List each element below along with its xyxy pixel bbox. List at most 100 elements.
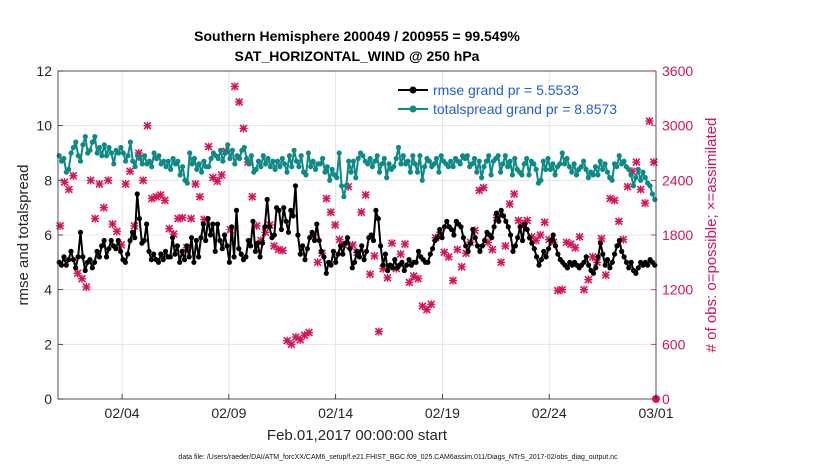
chart-subtitle: SAT_HORIZONTAL_WIND @ 250 hPa [235, 48, 480, 64]
series-point [158, 251, 164, 257]
series-point [612, 251, 618, 257]
series-point [334, 175, 340, 181]
series-point [635, 166, 641, 172]
obs-point [204, 142, 213, 151]
series-point [303, 172, 309, 178]
series-point [515, 235, 521, 241]
series-point [465, 248, 471, 254]
series-point [132, 235, 138, 241]
series-point [507, 158, 513, 164]
series-point [524, 226, 530, 233]
series-point [500, 161, 506, 167]
series-point [189, 161, 195, 167]
series-point [94, 150, 100, 156]
series-point [385, 267, 391, 274]
series-point [583, 254, 589, 260]
series-point [505, 224, 511, 230]
series-point [80, 142, 86, 148]
series-point [489, 235, 495, 241]
series-point [243, 254, 249, 260]
series-point [569, 169, 575, 175]
series-point [113, 246, 119, 252]
series-point [393, 155, 399, 162]
series-point [279, 155, 285, 162]
series-point [282, 161, 288, 167]
series-point [336, 150, 342, 156]
series-point [360, 153, 366, 159]
series-point [310, 158, 316, 164]
series-point [647, 183, 653, 189]
series-point [400, 153, 406, 159]
series-point [519, 237, 526, 244]
obs-point [108, 220, 117, 229]
x-axis-label: Feb.01,2017 00:00:00 start [267, 427, 448, 444]
obs-point [126, 167, 135, 176]
series-point [380, 262, 386, 268]
series-point [321, 254, 327, 260]
y-tick-label: 12 [36, 63, 52, 79]
series-point [181, 257, 188, 263]
y2-tick-label: 600 [662, 336, 686, 352]
series-point [167, 254, 173, 260]
series-point [231, 254, 237, 260]
series-point [75, 153, 81, 159]
series-point [127, 237, 133, 244]
obs-point [558, 285, 567, 294]
series-point [595, 172, 601, 178]
series-point [509, 172, 515, 178]
series-point [329, 166, 335, 172]
series-point [304, 246, 310, 252]
series-point [477, 248, 483, 254]
obs-point [510, 190, 519, 198]
series-point [474, 169, 480, 175]
totalspread-series [56, 134, 658, 203]
series-point [541, 248, 547, 254]
series-point [106, 144, 112, 151]
series-point [284, 169, 290, 175]
obs-point [649, 158, 658, 167]
series-point [512, 243, 519, 249]
series-point [433, 155, 440, 162]
series-point [214, 221, 221, 227]
series-point [522, 221, 528, 227]
series-point [160, 257, 166, 263]
series-point [431, 161, 437, 167]
obs-point [313, 258, 322, 267]
series-point [302, 257, 308, 263]
series-point [155, 259, 162, 265]
series-point [236, 246, 242, 252]
series-point [486, 153, 492, 159]
series-point [382, 251, 388, 257]
series-point [184, 180, 190, 186]
series-point [534, 254, 540, 260]
series-point [562, 161, 568, 167]
obs-point [239, 124, 248, 133]
y-tick-label: 10 [36, 118, 52, 134]
series-point [111, 161, 117, 167]
series-point [174, 243, 180, 249]
obs-point [331, 220, 340, 229]
series-point [278, 226, 284, 233]
series-point [148, 257, 154, 263]
series-point [621, 254, 627, 260]
series-point [401, 267, 407, 274]
series-point [470, 226, 476, 233]
series-point [533, 166, 539, 172]
obs-point [366, 270, 375, 279]
series-point [508, 232, 514, 238]
series-point [139, 161, 145, 167]
legend-rmse-marker [409, 86, 417, 94]
series-point [460, 235, 466, 241]
series-point [559, 150, 565, 156]
series-point [276, 207, 282, 213]
series-point [106, 246, 112, 252]
series-point [137, 155, 143, 162]
obs-point [91, 214, 100, 223]
series-point [427, 251, 433, 257]
series-point [354, 248, 360, 254]
series-point [293, 158, 300, 164]
series-point [308, 164, 314, 170]
series-point [222, 150, 228, 156]
series-point [201, 158, 207, 164]
